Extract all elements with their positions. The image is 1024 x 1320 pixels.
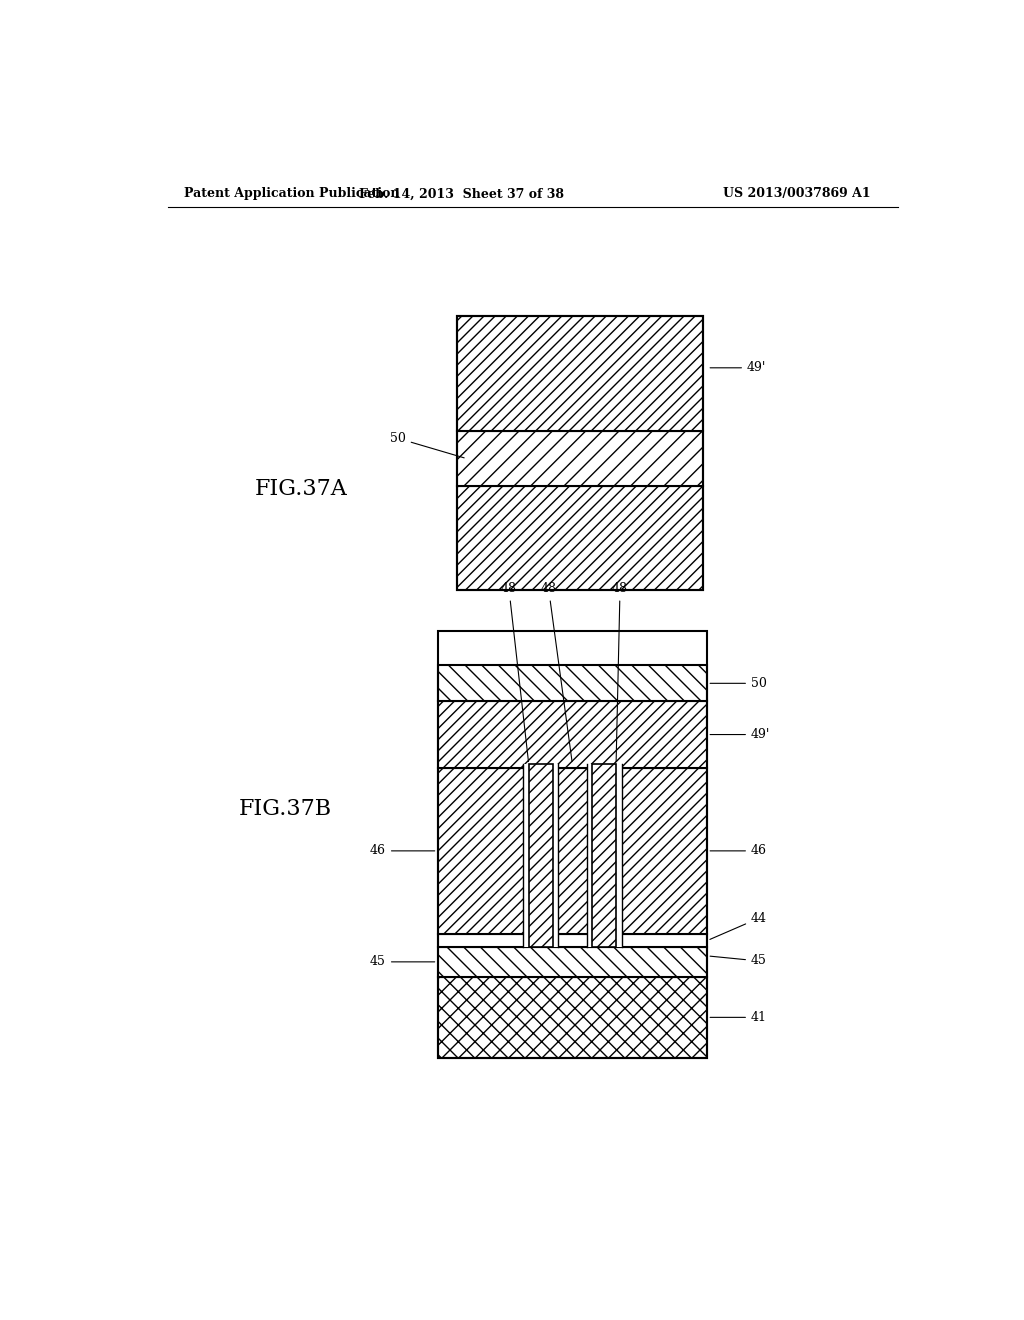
- Bar: [592, 764, 616, 946]
- Bar: [437, 665, 708, 701]
- Text: 50: 50: [390, 432, 464, 458]
- Text: 46: 46: [710, 845, 767, 858]
- Bar: [528, 764, 553, 946]
- Text: 49': 49': [710, 729, 770, 741]
- Text: 45: 45: [710, 954, 767, 968]
- Bar: [437, 768, 708, 935]
- Bar: [437, 977, 708, 1057]
- Bar: [458, 315, 703, 590]
- Text: 48: 48: [541, 582, 572, 762]
- Bar: [437, 701, 708, 768]
- Text: 48: 48: [501, 582, 528, 762]
- Bar: [458, 315, 703, 432]
- Text: Feb. 14, 2013  Sheet 37 of 38: Feb. 14, 2013 Sheet 37 of 38: [358, 187, 564, 201]
- Bar: [458, 432, 703, 486]
- Text: 41: 41: [710, 1011, 767, 1024]
- Text: Patent Application Publication: Patent Application Publication: [183, 187, 399, 201]
- Text: US 2013/0037869 A1: US 2013/0037869 A1: [723, 187, 870, 201]
- Bar: [437, 946, 708, 977]
- Text: 49': 49': [710, 362, 766, 375]
- Text: FIG.37A: FIG.37A: [255, 478, 348, 500]
- Text: 50: 50: [710, 677, 767, 690]
- Text: 44: 44: [710, 912, 767, 940]
- Bar: [437, 935, 708, 946]
- Text: 48: 48: [612, 582, 628, 762]
- Bar: [523, 764, 558, 946]
- Bar: [587, 764, 622, 946]
- Text: 46: 46: [370, 845, 435, 858]
- Text: FIG.37B: FIG.37B: [240, 797, 332, 820]
- Bar: [458, 486, 703, 590]
- Text: 45: 45: [370, 956, 435, 969]
- Bar: [437, 631, 708, 1057]
